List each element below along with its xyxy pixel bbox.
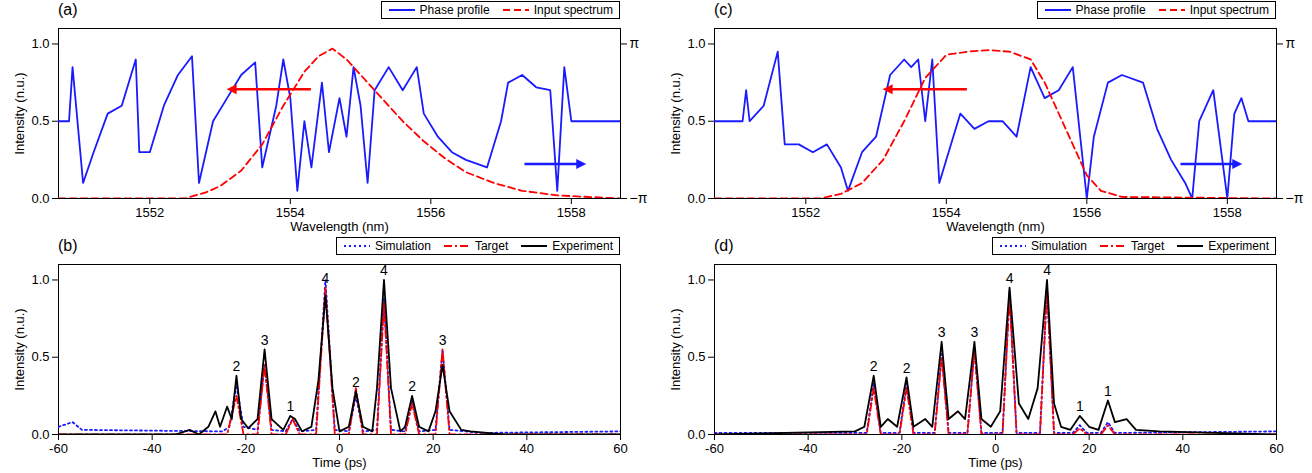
svg-text:40: 40	[1176, 441, 1190, 456]
svg-text:π: π	[1286, 35, 1296, 51]
svg-text:0.0: 0.0	[687, 427, 705, 442]
svg-text:Intensity (n.u.): Intensity (n.u.)	[12, 72, 27, 154]
svg-text:4: 4	[1043, 262, 1051, 278]
svg-text:1556: 1556	[1072, 205, 1101, 220]
svg-text:-60: -60	[705, 441, 724, 456]
svg-text:2: 2	[408, 378, 416, 394]
svg-text:2: 2	[352, 374, 360, 390]
html-text:Target: Target	[1130, 239, 1165, 253]
svg-text:1.0: 1.0	[687, 36, 705, 51]
html-text:Simulation: Simulation	[374, 239, 431, 253]
svg-text:4: 4	[322, 270, 330, 286]
svg-text:1.0: 1.0	[687, 272, 705, 287]
svg-text:2: 2	[870, 358, 878, 374]
svg-text:1552: 1552	[791, 205, 820, 220]
html-text:(a): (a)	[58, 1, 78, 18]
html-text:Input spectrum: Input spectrum	[533, 3, 613, 17]
svg-text:3: 3	[938, 324, 946, 340]
svg-text:40: 40	[520, 441, 534, 456]
svg-text:Time (ps): Time (ps)	[968, 455, 1022, 470]
svg-text:4: 4	[1006, 270, 1014, 286]
svg-text:1558: 1558	[1213, 205, 1242, 220]
svg-text:20: 20	[1082, 441, 1096, 456]
svg-text:−π: −π	[630, 190, 648, 206]
svg-text:0.5: 0.5	[31, 349, 49, 364]
html-text:Experiment: Experiment	[552, 239, 613, 253]
svg-text:-20: -20	[892, 441, 911, 456]
svg-text:3: 3	[439, 332, 447, 348]
svg-text:3: 3	[261, 332, 269, 348]
html-text:Phase profile: Phase profile	[419, 3, 490, 17]
svg-text:-20: -20	[236, 441, 255, 456]
html-text:Input spectrum: Input spectrum	[1189, 3, 1269, 17]
svg-text:20: 20	[426, 441, 440, 456]
svg-text:0: 0	[336, 441, 343, 456]
svg-text:1: 1	[1104, 383, 1112, 399]
svg-text:3: 3	[971, 324, 979, 340]
svg-text:60: 60	[613, 441, 627, 456]
svg-text:1: 1	[286, 398, 294, 414]
svg-text:0.0: 0.0	[31, 427, 49, 442]
html-text:(c): (c)	[714, 1, 733, 18]
svg-text:0.0: 0.0	[31, 191, 49, 206]
svg-text:60: 60	[1269, 441, 1283, 456]
svg-text:-40: -40	[799, 441, 818, 456]
svg-text:Time (ps): Time (ps)	[312, 455, 366, 470]
svg-text:1554: 1554	[932, 205, 961, 220]
html-text:Target: Target	[474, 239, 509, 253]
svg-text:Intensity (n.u.): Intensity (n.u.)	[12, 308, 27, 390]
svg-text:2: 2	[233, 358, 241, 374]
svg-text:Wavelength (nm): Wavelength (nm)	[946, 219, 1045, 234]
html-text:Experiment: Experiment	[1208, 239, 1269, 253]
svg-text:1558: 1558	[557, 205, 586, 220]
svg-text:0.5: 0.5	[687, 113, 705, 128]
svg-text:π: π	[630, 35, 640, 51]
svg-text:1554: 1554	[276, 205, 305, 220]
svg-text:0: 0	[992, 441, 999, 456]
html-text:(d): (d)	[714, 237, 734, 254]
svg-text:1556: 1556	[416, 205, 445, 220]
svg-text:1: 1	[1076, 398, 1084, 414]
svg-text:Intensity (n.u.): Intensity (n.u.)	[668, 308, 683, 390]
svg-text:−π: −π	[1286, 190, 1304, 206]
svg-text:0.5: 0.5	[687, 349, 705, 364]
svg-text:Wavelength (nm): Wavelength (nm)	[290, 219, 389, 234]
svg-text:1552: 1552	[135, 205, 164, 220]
svg-text:4: 4	[380, 262, 388, 278]
html-text:Simulation: Simulation	[1030, 239, 1087, 253]
svg-text:2: 2	[903, 360, 911, 376]
svg-text:-40: -40	[143, 441, 162, 456]
svg-text:1.0: 1.0	[31, 36, 49, 51]
svg-text:0.5: 0.5	[31, 113, 49, 128]
svg-text:0.0: 0.0	[687, 191, 705, 206]
svg-text:Intensity (n.u.): Intensity (n.u.)	[668, 72, 683, 154]
svg-text:-60: -60	[49, 441, 68, 456]
svg-text:1.0: 1.0	[31, 272, 49, 287]
html-text:(b): (b)	[58, 237, 78, 254]
html-text:Phase profile: Phase profile	[1075, 3, 1146, 17]
